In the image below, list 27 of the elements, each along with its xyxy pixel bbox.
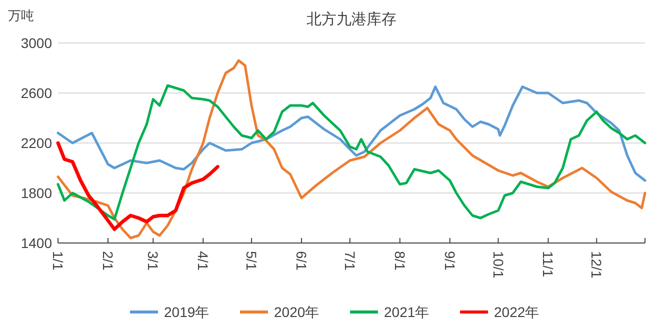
x-tick-label: 8/1 [392,251,408,271]
y-axis-title: 万吨 [8,8,34,23]
y-tick-label: 3000 [20,35,52,51]
y-tick-label: 2600 [20,85,52,101]
x-tick-label: 4/1 [195,251,212,271]
line-series [56,141,220,231]
x-tick-label: 6/1 [294,251,310,271]
line-series [56,84,646,220]
line-series [56,86,646,182]
legend-label: 2022年 [494,304,540,320]
y-tick-label: 1800 [20,185,52,201]
legend-label: 2019年 [164,304,210,320]
x-tick-label: 3/1 [145,251,162,271]
x-tick-label: 5/1 [244,251,260,271]
legend-label: 2021年 [384,304,430,320]
x-tick-label: 1/1 [50,251,66,271]
x-tick-label: 2/1 [100,251,116,271]
x-tick-label: 10/1 [490,251,506,278]
y-tick-label: 1400 [20,235,52,251]
chart-title: 北方九港库存 [306,11,396,28]
legend-label: 2020年 [274,304,320,320]
x-tick-label: 11/1 [540,251,556,278]
x-tick-label: 9/1 [442,251,458,271]
line-series [56,59,646,240]
x-tick-label: 12/1 [588,251,605,278]
x-tick-label: 7/1 [342,251,358,271]
y-tick-label: 2200 [20,135,52,151]
